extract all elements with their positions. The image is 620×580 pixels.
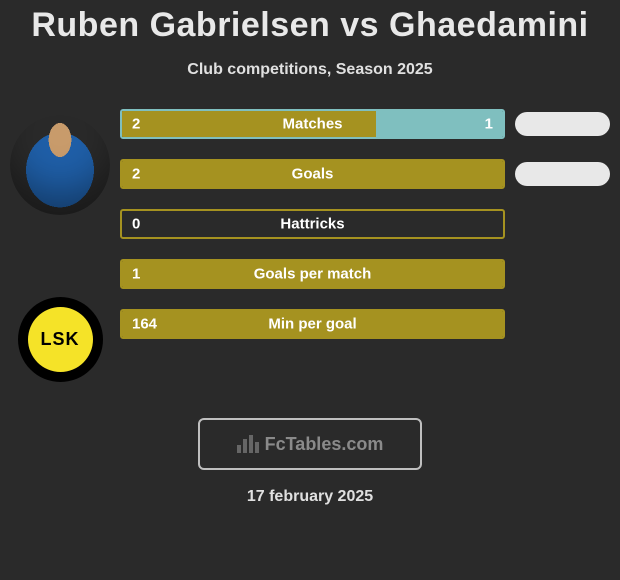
stat-row: 164 Min per goal <box>120 309 610 339</box>
footer: FcTables.com 17 february 2025 <box>0 418 620 506</box>
stat-label: Goals per match <box>254 266 372 283</box>
comparison-pill <box>515 162 610 186</box>
stat-label: Hattricks <box>280 216 344 233</box>
stat-bar: 164 Min per goal <box>120 309 505 339</box>
stat-bar: 1 Goals per match <box>120 259 505 289</box>
stat-value-left: 164 <box>132 316 157 333</box>
comparison-pill <box>515 112 610 136</box>
stat-value-left: 2 <box>132 166 140 183</box>
bars-icon <box>237 435 259 453</box>
club-badge: LSK <box>18 297 103 382</box>
stat-bar: 0 Hattricks <box>120 209 505 239</box>
stat-value-right: 1 <box>485 116 493 133</box>
stat-label: Goals <box>292 166 334 183</box>
date-text: 17 february 2025 <box>247 488 373 506</box>
stat-value-left: 0 <box>132 216 140 233</box>
subtitle: Club competitions, Season 2025 <box>0 61 620 79</box>
player-avatar <box>10 115 110 265</box>
player-column: LSK <box>0 109 120 382</box>
watermark-box: FcTables.com <box>198 418 422 470</box>
page-title: Ruben Gabrielsen vs Ghaedamini <box>0 6 620 45</box>
club-badge-text: LSK <box>41 329 80 350</box>
stat-value-left: 2 <box>132 116 140 133</box>
stat-label: Min per goal <box>268 316 356 333</box>
stat-row: 0 Hattricks <box>120 209 610 239</box>
main-content-row: LSK 2 1 Matches 2 Goals 0 Hattricks 1 Goals per … <box>0 109 620 382</box>
stat-row: 2 1 Matches <box>120 109 610 139</box>
watermark-text: FcTables.com <box>265 434 384 455</box>
stat-row: 2 Goals <box>120 159 610 189</box>
stats-column: 2 1 Matches 2 Goals 0 Hattricks 1 Goals per matc… <box>120 109 620 339</box>
stat-label: Matches <box>282 116 342 133</box>
stat-row: 1 Goals per match <box>120 259 610 289</box>
stat-value-left: 1 <box>132 266 140 283</box>
stat-bar: 2 Goals <box>120 159 505 189</box>
infographic-container: Ruben Gabrielsen vs Ghaedamini Club comp… <box>0 6 620 580</box>
stat-bar: 2 1 Matches <box>120 109 505 139</box>
